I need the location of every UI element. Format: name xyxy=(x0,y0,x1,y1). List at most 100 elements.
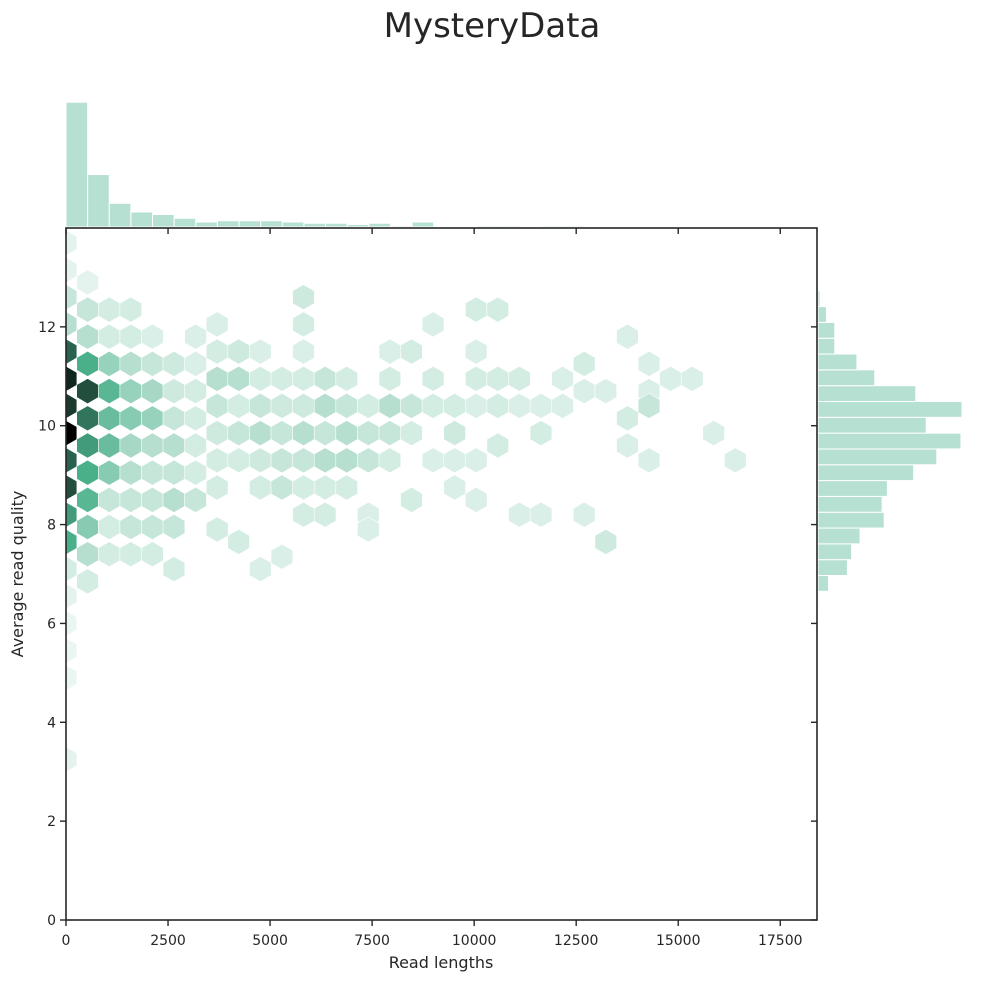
x-marginal-bar xyxy=(216,220,240,228)
hexbin-cell xyxy=(98,405,121,432)
hexbin-cell xyxy=(205,447,229,474)
y-marginal-bar xyxy=(817,416,927,434)
hexbin-cell xyxy=(65,528,78,556)
hexbin-cell xyxy=(443,420,466,447)
hexbin-cell xyxy=(98,296,121,323)
hexbin-cell xyxy=(141,486,164,513)
hexbin-cell xyxy=(249,556,272,583)
y-tick-label: 4 xyxy=(47,715,56,731)
x-marginal-bar xyxy=(281,221,305,228)
hexbin-cell xyxy=(270,420,294,447)
hexbin-cell xyxy=(637,392,661,419)
hexbin-cell xyxy=(572,378,596,405)
hexbin-cell xyxy=(65,746,78,773)
hexbin-cell xyxy=(486,296,510,323)
hexbin-cell xyxy=(141,323,164,350)
hexbin-cell xyxy=(162,350,186,377)
hexbin-cell xyxy=(98,459,121,486)
x-tick-label: 5000 xyxy=(252,933,288,949)
y-marginal-bar xyxy=(817,353,858,371)
hexbin-cell xyxy=(270,365,294,392)
hexbin-cell xyxy=(292,338,315,365)
y-tick-label: 6 xyxy=(47,616,56,632)
hexbin-cell xyxy=(76,269,99,296)
y-tick-label: 10 xyxy=(38,419,56,435)
hexbin-cell xyxy=(508,392,531,419)
hexbin-cell xyxy=(486,432,510,459)
hexbin-cell xyxy=(76,323,99,350)
hexbin-cell xyxy=(313,447,337,474)
y-marginal-bar xyxy=(817,432,962,450)
hexbin-cell xyxy=(98,350,121,377)
hexbin-cell xyxy=(400,338,423,365)
hexbin-cell xyxy=(529,392,553,419)
hexbin-cell xyxy=(421,447,445,474)
y-marginal-bar xyxy=(817,574,830,592)
hexbin-cell xyxy=(227,365,250,392)
hexbin-cell xyxy=(205,338,229,365)
hexbin-cell xyxy=(637,350,661,377)
x-marginal-bar xyxy=(130,211,154,228)
hexbin-cell xyxy=(76,459,99,486)
hexbin-cell xyxy=(65,583,78,610)
hexbin-cell xyxy=(464,338,488,365)
hexbin-cell xyxy=(76,405,99,432)
hexbin-cell xyxy=(98,541,121,568)
hexbin-cell xyxy=(486,392,510,419)
hexbin-cell xyxy=(443,474,466,501)
hexbin-cell xyxy=(227,528,250,555)
hexbin-cell xyxy=(249,474,272,501)
hexbin-cell xyxy=(313,474,337,501)
hexbin-cell xyxy=(205,311,229,338)
x-marginal-bar xyxy=(303,222,327,228)
hexbin-cell xyxy=(680,365,704,392)
y-marginal-bar xyxy=(817,464,915,482)
x-marginal-bar xyxy=(368,222,391,228)
hexbin-cell xyxy=(65,610,78,637)
hexbin-cell xyxy=(184,486,207,513)
hexbin-cell xyxy=(270,543,294,570)
hexbin-plot xyxy=(65,229,747,773)
hexbin-cell xyxy=(119,378,142,405)
hexbin-cell xyxy=(335,474,358,501)
x-marginal-bar xyxy=(87,174,110,228)
hexbin-cell xyxy=(616,432,639,459)
hexbin-cell xyxy=(119,459,142,486)
hexbin-cell xyxy=(65,501,78,528)
x-marginal-bar xyxy=(411,221,435,228)
hexbin-cell xyxy=(292,474,315,501)
hexbin-cell xyxy=(141,459,164,486)
hexbin-cell xyxy=(184,378,207,405)
hexbin-cell xyxy=(119,432,142,459)
y-axis: 0 2 4 6 8 10 12 xyxy=(38,320,817,929)
hexbin-cell xyxy=(184,323,207,350)
hexbin-cell xyxy=(508,365,531,392)
hexbin-cell xyxy=(335,392,358,419)
hexbin-cell xyxy=(76,568,99,595)
hexbin-cell xyxy=(421,365,445,392)
hexbin-cell xyxy=(572,501,596,528)
hexbin-cell xyxy=(421,392,445,419)
x-marginal-bar xyxy=(498,225,521,228)
y-tick-label: 12 xyxy=(38,320,56,336)
y-marginal-bar xyxy=(817,321,836,339)
y-marginal-histogram xyxy=(817,290,963,610)
hexbin-cell xyxy=(65,447,78,474)
hexbin-cell xyxy=(529,501,553,528)
hexbin-cell xyxy=(378,420,402,447)
x-marginal-bar xyxy=(541,225,565,228)
hexbin-cell xyxy=(141,350,164,377)
x-marginal-bar xyxy=(238,220,262,228)
x-marginal-bar xyxy=(346,224,370,228)
hexbin-cell xyxy=(205,392,229,419)
hexbin-cell xyxy=(205,474,229,501)
x-marginal-bar xyxy=(476,225,500,228)
hexbin-cell xyxy=(184,459,207,486)
y-marginal-bar xyxy=(817,590,820,610)
hexbin-cell xyxy=(162,432,186,459)
hexbin-cell xyxy=(292,447,315,474)
hexbin-cell xyxy=(551,392,574,419)
hexbin-cell xyxy=(702,420,725,447)
hexbin-cell xyxy=(443,447,466,474)
